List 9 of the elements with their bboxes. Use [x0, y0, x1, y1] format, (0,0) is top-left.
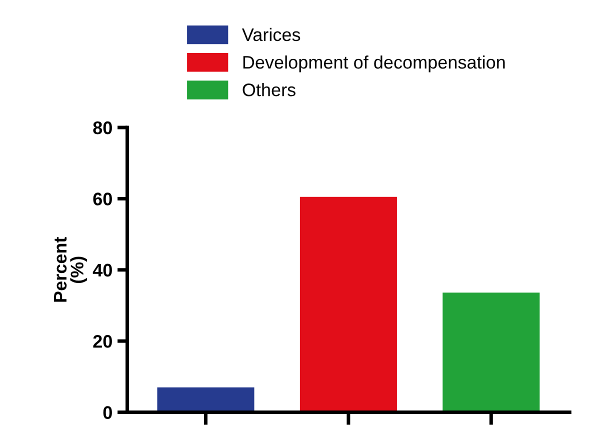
legend-label: Development of decompensation	[243, 55, 505, 72]
legend-label: Others	[242, 83, 296, 96]
legend-label: Varices	[242, 28, 300, 42]
y-tick-label: 80	[93, 121, 112, 134]
y-tick-label: 0	[103, 406, 112, 419]
y-tick-label: 20	[93, 334, 112, 348]
y-axis-title: Percent (%)	[54, 236, 88, 302]
y-tick-label: 40	[92, 264, 112, 277]
y-tick-label: 60	[93, 192, 112, 206]
